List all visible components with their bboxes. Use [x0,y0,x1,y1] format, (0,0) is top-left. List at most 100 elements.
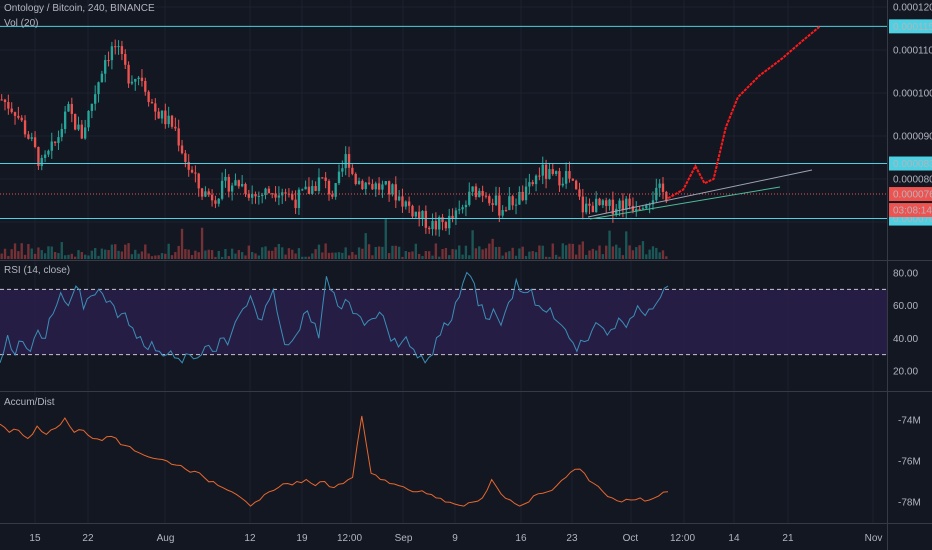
time-tick-label: 19 [296,533,308,544]
candle-body [84,127,87,139]
volume-bar [261,247,264,259]
candle-body [541,164,544,176]
volume-bar [397,246,401,259]
volume-bar [648,249,651,259]
volume-bar [120,251,124,259]
candle-body [43,154,47,158]
volume-bar [521,246,524,259]
volume-bar [324,243,327,259]
accum-dist-tick-label: -76M [898,457,921,468]
candle-body [611,199,615,215]
candle-body [50,141,53,151]
volume-bar [464,245,468,259]
candle-body [574,180,578,190]
volume-bar [257,255,261,259]
volume-bar [37,247,40,259]
candle-body [665,191,668,202]
accum-dist-line [0,415,669,507]
candle-body [391,184,394,195]
candle-body [57,137,60,143]
price-pane[interactable] [0,25,887,237]
volume-bar [127,243,130,259]
rsi-line [0,271,669,364]
volume-bar [471,230,474,259]
candle-body [33,137,37,147]
candle-body [257,195,261,197]
candle-body [441,217,444,223]
volume-bar [167,243,170,259]
candle-body [90,103,94,111]
candle-body [247,193,250,198]
volume-bar [144,244,147,259]
candle-body [13,112,17,116]
candle-body [327,180,331,195]
accum-dist-indicator-label[interactable]: Accum/Dist [4,397,55,408]
volume-bar [20,243,23,259]
volume-bar [207,249,210,259]
volume-bar [444,248,448,259]
volume-bar [184,249,187,259]
volume-indicator-label[interactable]: Vol (20) [4,18,39,29]
accum-dist-pane[interactable] [0,415,669,507]
rsi-pane[interactable] [0,271,887,364]
candle-body [591,205,595,213]
candle-body [411,205,414,217]
candle-body [655,187,658,201]
rsi-tick-label: 60.00 [893,301,918,312]
candle-body [397,196,401,201]
volume-bar [645,254,648,259]
candle-body [174,126,177,129]
volume-bar [100,248,104,259]
candle-body [538,175,541,177]
volume-bar [441,249,444,259]
volume-bar [230,248,234,259]
volume-bar [448,255,451,259]
volume-bar [608,230,611,259]
candle-body [581,196,584,213]
candle-body [621,200,625,210]
candle-body [641,208,645,210]
volume-bar [514,255,518,259]
candle-body [601,200,605,206]
volume-bar [307,256,311,259]
candle-body [177,128,180,146]
candle-body [511,196,514,206]
volume-bar [217,250,220,259]
candle-body [337,171,341,184]
candle-body [351,167,354,174]
chart-grid [0,0,887,523]
rsi-indicator-label[interactable]: RSI (14, close) [4,265,71,276]
rsi-tick-label: 80.00 [893,269,918,280]
candle-body [170,115,174,127]
level-price-tag-2: 0.0000708 [893,214,932,225]
volume-bar [104,249,107,259]
candle-body [521,191,524,201]
volume-bar [494,247,498,259]
time-axis[interactable]: 15 22 Aug 12 19 12:00 Sep 9 16 23 Oct 12:00 14 21 Nov [29,533,882,544]
time-tick-label: Aug [157,533,175,544]
volume-bar [147,253,150,259]
candle-body [207,191,210,195]
volume-bar [317,244,321,259]
volume-bar [287,248,291,259]
volume-bar [561,243,564,259]
candle-body [110,46,114,61]
candle-body [661,183,665,192]
volume-bar [337,252,341,259]
volume-bar [27,244,30,259]
candle-body [407,201,411,206]
volume-bar [271,250,274,259]
volume-bar [47,246,50,259]
volume-bar [371,255,374,259]
candle-body [190,169,194,173]
candle-body [230,185,234,192]
time-tick-label: 22 [82,533,94,544]
candle-body [160,110,164,119]
candle-body [180,145,184,154]
volume-bar [227,256,230,259]
symbol-title[interactable]: Ontology / Bitcoin, 240, BINANCE [4,3,155,14]
candle-body [10,108,13,113]
